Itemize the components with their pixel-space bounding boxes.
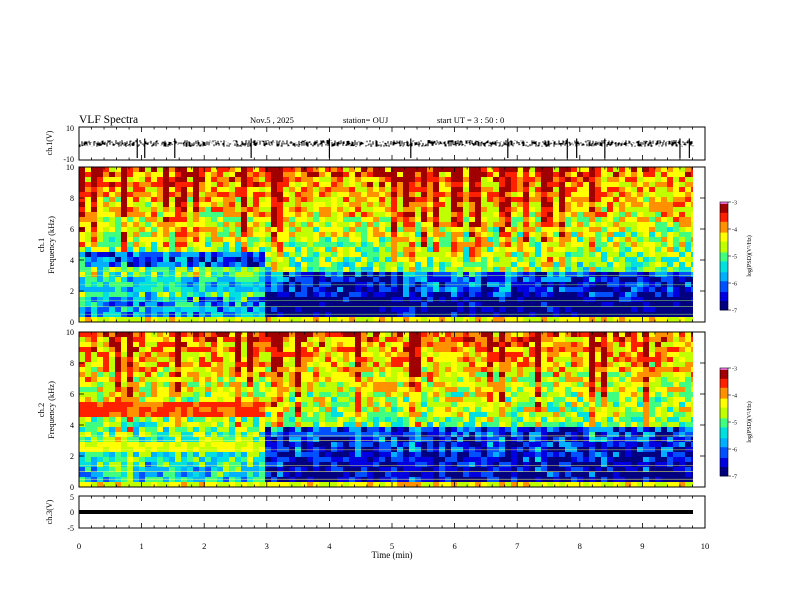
date-label: Nov.5 , 2025 <box>250 115 294 125</box>
x-tick-label: 5 <box>390 541 394 551</box>
ch2-spectrogram-ylabel-line1: ch.2 <box>36 403 46 417</box>
ch3-waveform-ylabel: ch.3(V) <box>45 499 54 524</box>
spectrogram-2-y-tick-label: 2 <box>70 452 74 461</box>
colorbar-2-tick-label: -4 <box>732 394 737 400</box>
colorbar-2-tick-label: -3 <box>732 367 737 373</box>
x-tick-label: 4 <box>327 541 332 551</box>
x-tick-label: 8 <box>578 541 582 551</box>
ch1-spectrogram-ylabel-line2: Frequency (kHz) <box>46 216 56 274</box>
ch1-spectrogram-image <box>79 167 705 323</box>
x-tick-label: 2 <box>202 541 206 551</box>
ch1-spectrogram-panel: 0 2 4 6 8 10 ch.1 Frequency (kHz) -7 -6 -5 -4 -3 l… <box>36 163 753 327</box>
station-label: station= OUJ <box>343 115 389 125</box>
colorbar-1-tick-label: -7 <box>732 309 737 315</box>
colorbar-1-tick-label: -5 <box>732 255 737 261</box>
x-tick-label: 0 <box>77 541 81 551</box>
ch3-waveform-trace <box>79 510 693 514</box>
ch1-spectrogram-ylabel-line1: ch.1 <box>36 238 46 252</box>
start-time-label: start UT = 3 : 50 : 0 <box>437 115 504 125</box>
spectrogram-2-y-tick-label: 8 <box>70 359 74 368</box>
spectrogram-2-y-tick-label: 10 <box>66 328 74 337</box>
x-tick-label: 1 <box>139 541 143 551</box>
colorbar-2-tick-label: -5 <box>732 421 737 427</box>
ch3-tick-label-top: 5 <box>70 493 74 502</box>
colorbar-2-label: log(PSD)(V²/Hz) <box>746 401 753 442</box>
colorbar-1-tick-label: -6 <box>732 282 737 288</box>
ch2-spectrogram-panel: 0 2 4 6 8 10 ch.2 Frequency (kHz) -7 -6 -5 -4 -3 l… <box>36 328 753 492</box>
ch1-waveform-ylabel: ch.1(V) <box>45 130 54 155</box>
x-tick-label: 7 <box>515 541 519 551</box>
colorbar-1-tick-label: -4 <box>732 228 737 234</box>
ch3-waveform-panel: 5 0 -5 ch.3(V) <box>45 493 706 533</box>
x-tick-label: 6 <box>452 541 456 551</box>
ch1-colorbar: -7 -6 -5 -4 -3 log(PSD)(V²/Hz) <box>719 201 753 315</box>
spectrogram-2-y-tick-label: 0 <box>70 483 74 492</box>
ch2-spectrogram-ylabel-line2: Frequency (kHz) <box>46 381 56 439</box>
colorbar-2-tick-label: -7 <box>732 475 737 481</box>
x-tick-label: 3 <box>265 541 269 551</box>
spectrogram-1-y-tick-label: 0 <box>70 318 74 327</box>
ch2-spectrogram-image <box>79 332 705 488</box>
spectrogram-1-y-tick-label: 2 <box>70 287 74 296</box>
x-axis-tick-labels: 0 1 2 3 4 5 6 7 8 9 10 <box>77 541 709 551</box>
spectrogram-1-y-tick-label: 4 <box>70 256 74 265</box>
colorbar-2-tick-label: -6 <box>732 448 737 454</box>
ch3-tick-label-mid: 0 <box>70 508 74 517</box>
spectrogram-1-y-tick-label: 10 <box>66 163 74 172</box>
colorbar-1-tick-label: -3 <box>732 201 737 207</box>
figure-title: VLF Spectra <box>79 114 138 126</box>
ch1-waveform-panel: 10 -10 ch.1(V) <box>45 124 706 164</box>
x-tick-label: 10 <box>701 541 710 551</box>
ch1-tick-label-bottom: -10 <box>63 155 74 164</box>
x-axis-label: Time (min) <box>372 550 413 560</box>
ch1-waveform-trace <box>78 138 694 158</box>
spectrogram-2-y-tick-label: 4 <box>70 421 74 430</box>
spectrogram-2-y-tick-label: 6 <box>70 390 74 399</box>
ch1-tick-label-top: 10 <box>66 124 74 133</box>
ch3-tick-label-bottom: -5 <box>67 524 74 533</box>
ch2-colorbar: -7 -6 -5 -4 -3 log(PSD)(V²/Hz) <box>719 367 753 481</box>
x-tick-label: 9 <box>640 541 644 551</box>
colorbar-1-label: log(PSD)(V²/Hz) <box>746 235 753 276</box>
spectrogram-1-y-tick-label: 8 <box>70 194 74 203</box>
spectrogram-1-y-tick-label: 6 <box>70 225 74 234</box>
